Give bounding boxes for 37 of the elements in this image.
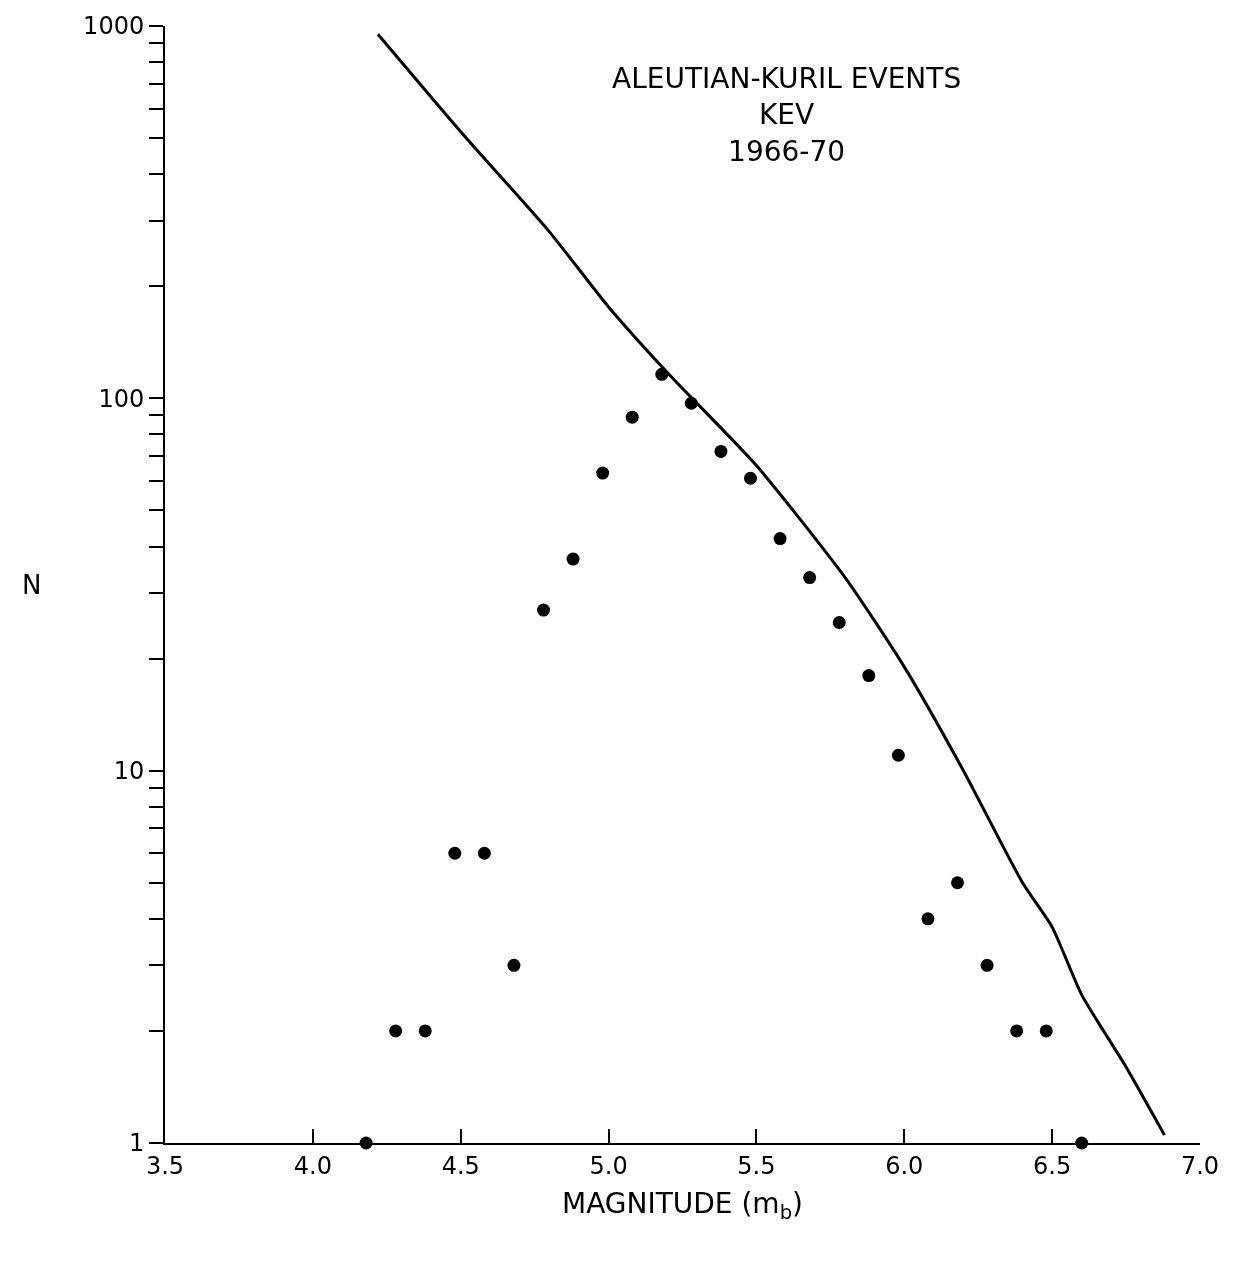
line-series	[376, 32, 1167, 1137]
point	[507, 958, 521, 972]
point	[714, 444, 728, 458]
point	[773, 532, 787, 546]
point	[448, 846, 462, 860]
point	[625, 410, 639, 424]
x-tick-label: 7.0	[1180, 1151, 1220, 1180]
y-axis-title: N	[22, 570, 42, 600]
x-tick-label: 6.5	[1033, 1151, 1072, 1180]
point	[803, 571, 817, 585]
point	[862, 669, 876, 683]
point	[477, 846, 491, 860]
point	[951, 876, 965, 890]
y-tick-label: 1000	[83, 12, 145, 41]
point	[891, 748, 905, 762]
point	[596, 466, 610, 480]
point	[566, 552, 580, 566]
point	[744, 471, 758, 485]
x-tick-label: 3.5	[145, 1151, 185, 1180]
point	[1010, 1024, 1024, 1038]
x-tick-label: 6.0	[885, 1151, 924, 1180]
x-tick-label: 5.5	[737, 1151, 776, 1180]
point	[1039, 1024, 1053, 1038]
y-tick-label: 1	[128, 1129, 145, 1158]
y-tick-label: 100	[98, 384, 145, 413]
x-tick-label: 5.0	[589, 1151, 628, 1180]
point	[921, 912, 935, 926]
text: ALEUTIAN-KURIL EVENTS KEV 1966-70	[612, 62, 962, 168]
point	[389, 1024, 403, 1038]
x-tick-label: 4.0	[293, 1151, 332, 1180]
point	[980, 958, 994, 972]
point	[418, 1024, 432, 1038]
x-tick-label: 4.5	[441, 1151, 480, 1180]
y-tick-label: 10	[113, 757, 145, 786]
point	[537, 603, 551, 617]
point	[832, 616, 846, 629]
x-axis-title: MAGNITUDE (m$_{b}$)	[561, 1187, 804, 1225]
